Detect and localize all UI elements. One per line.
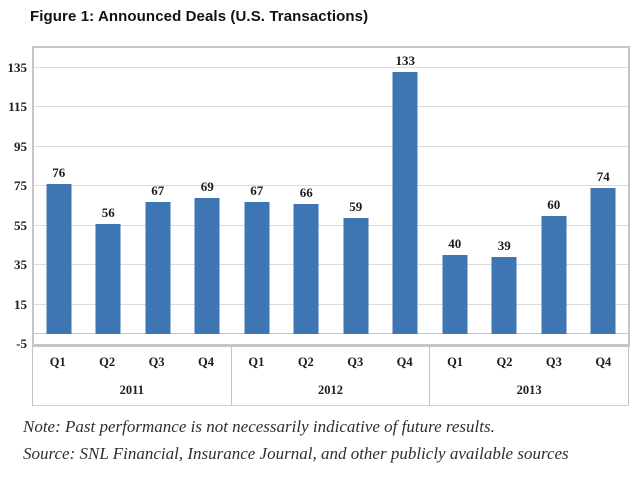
bars-layer: 76 56 67 69 67 66 59 133 40 39 60 74 [34,48,628,344]
source-text: Source: SNL Financial, Insurance Journal… [23,444,569,463]
quarter-label-q2-2012: Q2 [297,355,314,369]
quarter-label-q4-2013: Q4 [595,355,612,369]
page-title: Figure 1: Announced Deals (U.S. Transact… [30,8,369,25]
y-tick-label: 115 [8,99,27,115]
bar-value-label: 76 [52,165,66,181]
gridline [34,303,628,305]
bar-2011-Q3 [145,201,171,335]
quarter-label-row: Q1 Q2 Q3 Q4 [232,347,430,378]
bar-value-label: 69 [200,178,214,194]
quarter-label-q1-2013: Q1 [447,355,464,369]
gridline [34,185,628,187]
bar-2012-Q4 [392,71,418,335]
year-label-2011: 2011 [119,383,144,397]
gridline [34,224,628,226]
bar-value-label: 133 [395,52,416,68]
gridline [34,106,628,108]
quarter-label-q4-2011: Q4 [197,355,214,369]
bar-value-label: 74 [596,169,610,185]
bar-slot-2013-Q2: 39 [480,48,530,344]
bar-slot-2011-Q2: 56 [84,48,134,344]
quarter-label-q1-2012: Q1 [248,355,265,369]
bar-value-label: 66 [299,184,313,200]
bar-value-label: 39 [497,238,511,254]
bar-slot-2011-Q4: 69 [183,48,233,344]
bar-value-label: 67 [151,182,165,198]
bar-slot-2013-Q4: 74 [579,48,629,344]
bar-2013-Q1 [442,255,468,335]
bar-2012-Q1 [244,201,270,335]
year-label-2013: 2013 [516,383,542,397]
y-tick-label: -5 [16,336,27,351]
x-axis: Q1 Q2 Q3 Q4 2011 Q1 Q2 Q3 Q4 2012 Q1 Q2 Q3 Q4 2013 [32,347,630,406]
quarter-label-row: Q1 Q2 Q3 Q4 [33,347,231,378]
quarter-label-q3-2012: Q3 [347,355,364,369]
bar-2013-Q4 [590,188,616,335]
bar-slot-2013-Q1: 40 [430,48,480,344]
y-tick-label: 15 [14,296,27,312]
bar-2011-Q4 [194,197,220,335]
y-tick-label: 55 [14,217,27,233]
bar-chart: 76 56 67 69 67 66 59 133 40 39 60 74 -5 15 35 55 75 95 11… [0,42,640,410]
y-tick-label: 75 [14,178,27,194]
bar-slot-2012-Q3: 59 [331,48,381,344]
quarter-label-q3-2011: Q3 [148,355,165,369]
gridline [34,66,628,68]
y-tick-label: 35 [14,257,27,273]
bar-value-label: 59 [349,198,363,214]
bar-slot-2012-Q1: 67 [232,48,282,344]
bar-2013-Q3 [541,215,567,335]
y-tick-label: 95 [14,138,27,154]
bar-value-label: 40 [448,236,462,252]
bar-2013-Q2 [491,257,517,335]
bar-value-label: 67 [250,182,264,198]
bar-slot-2012-Q4: 133 [381,48,431,344]
year-group-2013: Q1 Q2 Q3 Q4 2013 [430,347,630,405]
year-group-2011: Q1 Q2 Q3 Q4 2011 [33,347,232,405]
year-group-2012: Q1 Q2 Q3 Q4 2012 [232,347,431,405]
bar-2012-Q3 [343,217,369,335]
gridline [34,264,628,266]
bar-2011-Q1 [46,184,72,335]
quarter-label-q4-2012: Q4 [396,355,413,369]
year-label-2012: 2012 [318,383,343,397]
plot-area: 76 56 67 69 67 66 59 133 40 39 60 74 [32,46,630,347]
bar-value-label: 60 [547,196,561,212]
bar-2011-Q2 [95,223,121,335]
quarter-label-q3-2013: Q3 [545,355,562,369]
quarter-label-q2-2013: Q2 [496,355,513,369]
quarter-label-q1-2011: Q1 [49,355,66,369]
bar-slot-2013-Q3: 60 [529,48,579,344]
zero-axis-line [34,333,628,335]
bar-2012-Q2 [293,203,319,335]
bar-slot-2011-Q1: 76 [34,48,84,344]
bar-slot-2011-Q3: 67 [133,48,183,344]
quarter-label-row: Q1 Q2 Q3 Q4 [430,347,628,378]
footnotes: Note: Past performance is not necessaril… [23,413,629,467]
bar-slot-2012-Q2: 66 [282,48,332,344]
gridline [34,145,628,147]
bar-value-label: 56 [101,204,115,220]
y-tick-label: 135 [7,59,28,75]
note-text: Note: Past performance is not necessaril… [23,417,495,436]
quarter-label-q2-2011: Q2 [99,355,116,369]
